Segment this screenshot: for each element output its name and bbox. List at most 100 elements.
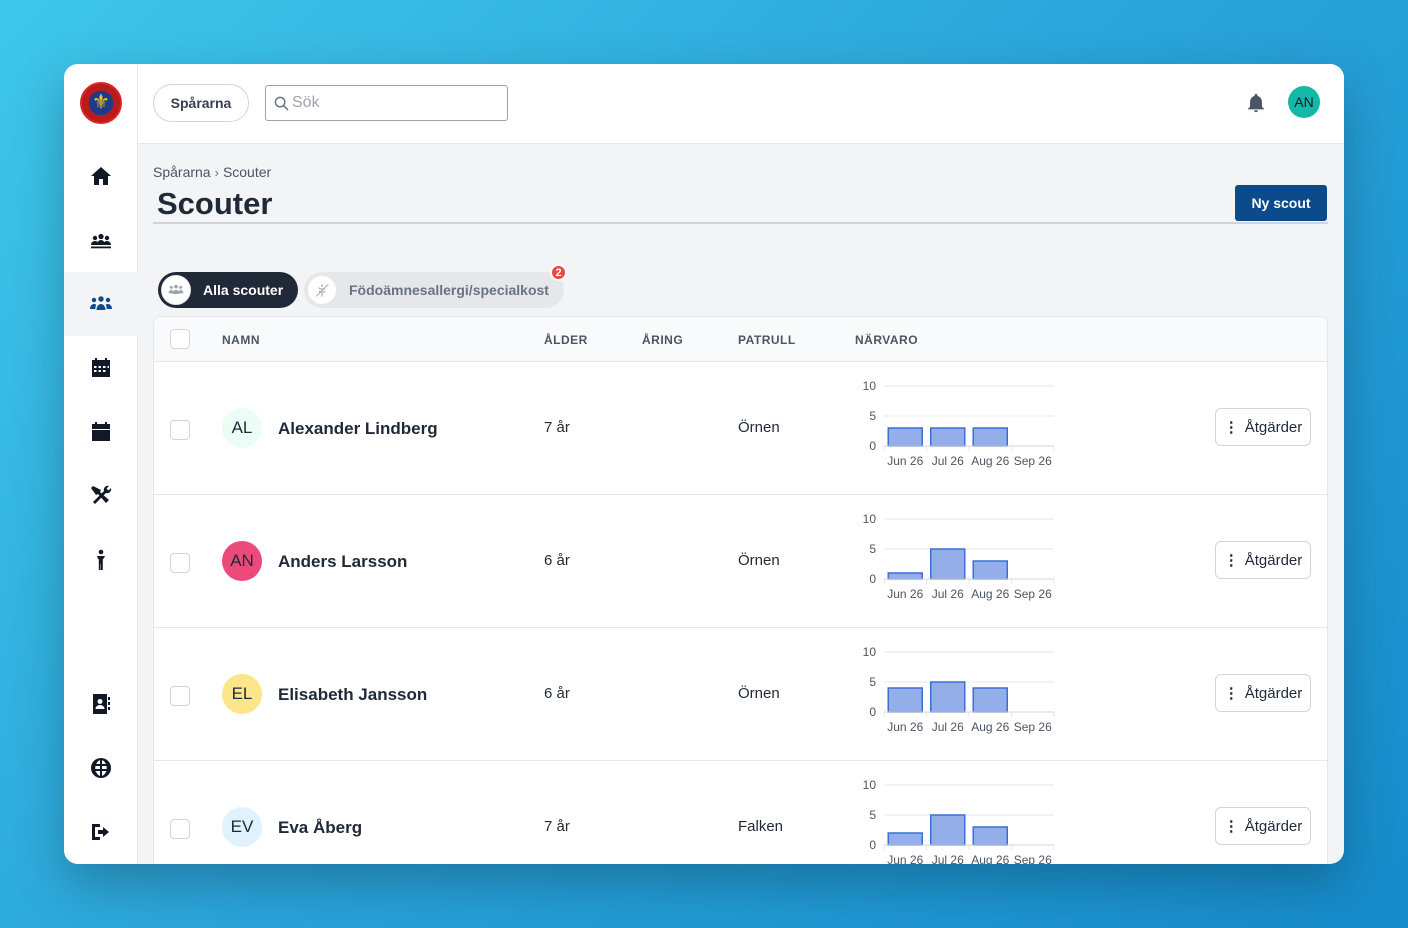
nav-contacts[interactable]: [64, 672, 138, 736]
user-avatar[interactable]: AN: [1288, 86, 1320, 118]
nav-tools[interactable]: [64, 464, 138, 528]
nav-calendar[interactable]: [64, 336, 138, 400]
org-logo[interactable]: ⚜: [80, 82, 122, 124]
nav-groups[interactable]: [64, 208, 138, 272]
page-title: Scouter: [157, 186, 273, 221]
address-book-icon: [93, 694, 110, 714]
chart-y-tick-label: 0: [869, 838, 876, 852]
chart-y-tick-label: 5: [869, 808, 876, 822]
actions-button[interactable]: ⋮ Åtgärder: [1215, 408, 1311, 446]
tools-icon: [91, 485, 112, 504]
row-checkbox[interactable]: [170, 819, 190, 839]
table-row[interactable]: EL Elisabeth Jansson 6 år Örnen 10 5 0 Jun …: [154, 628, 1327, 761]
title-divider: [153, 222, 1328, 224]
bell-icon: [1248, 93, 1264, 113]
chart-x-tick-label: Jul 26: [932, 454, 964, 468]
new-scout-button[interactable]: Ny scout: [1235, 185, 1327, 221]
org-switcher-button[interactable]: Spårarna: [153, 84, 249, 122]
chart-x-tick-label: Sep 26: [1014, 587, 1052, 601]
scout-patrol: Örnen: [738, 552, 780, 569]
column-header-age[interactable]: ÅLDER: [544, 333, 588, 347]
breadcrumb-current: Scouter: [222, 164, 272, 180]
logout-icon: [92, 824, 109, 840]
scout-name[interactable]: Elisabeth Jansson: [278, 685, 428, 704]
sidebar: ⚜: [64, 64, 138, 864]
chart-bar: [887, 687, 923, 713]
column-header-year[interactable]: ÅRING: [642, 333, 684, 347]
scout-patrol: Örnen: [738, 685, 780, 702]
tab-food-allergy[interactable]: Födoämnesallergi/specialkost 2: [304, 264, 567, 308]
nav-home[interactable]: [64, 144, 138, 208]
nav-logout[interactable]: [64, 800, 138, 864]
chart-y-tick-label: 10: [863, 379, 877, 393]
chart-y-tick-label: 10: [863, 778, 877, 792]
search-icon: [274, 96, 289, 111]
chart-bar: [887, 427, 923, 447]
attendance-chart: 10 5 0 Jun 26 Jul 26 Aug 26 Sep 26: [863, 512, 1055, 601]
users-icon: [90, 296, 112, 310]
notifications-button[interactable]: [1245, 92, 1267, 114]
actions-label: Åtgärder: [1244, 551, 1303, 569]
chart-bar: [930, 548, 966, 580]
scout-age: 7 år: [544, 818, 570, 835]
tab-label: Alla scouter: [203, 282, 284, 298]
breadcrumb: Spårarna › Scouter: [153, 164, 271, 180]
select-all-checkbox[interactable]: [170, 329, 190, 349]
chart-x-tick-label: Jun 26: [887, 454, 923, 468]
actions-button[interactable]: ⋮ Åtgärder: [1215, 541, 1311, 579]
table-row[interactable]: AN Anders Larsson 6 år Örnen 10 5 0 Jun 26 J…: [154, 495, 1327, 628]
avatar: EL: [222, 674, 262, 714]
nav-language[interactable]: [64, 736, 138, 800]
chart-bar: [887, 832, 923, 846]
chart-x-tick-label: Jun 26: [887, 587, 923, 601]
child-icon: [97, 549, 105, 570]
nav-child[interactable]: [64, 528, 138, 592]
actions-label: Åtgärder: [1244, 684, 1303, 702]
search-box[interactable]: [265, 85, 508, 121]
row-checkbox[interactable]: [170, 420, 190, 440]
chart-y-tick-label: 10: [863, 512, 877, 526]
scout-age: 6 år: [544, 552, 570, 569]
search-input[interactable]: [292, 86, 502, 120]
column-header-name[interactable]: NAMN: [222, 333, 260, 347]
scout-patrol: Örnen: [738, 419, 780, 436]
actions-button[interactable]: ⋮ Åtgärder: [1215, 674, 1311, 712]
chart-x-tick-label: Sep 26: [1014, 720, 1052, 734]
row-checkbox[interactable]: [170, 686, 190, 706]
chart-y-tick-label: 5: [869, 542, 876, 556]
tab-all-scouts[interactable]: Alla scouter: [158, 272, 298, 308]
chart-y-tick-label: 10: [863, 645, 877, 659]
scout-name[interactable]: Eva Åberg: [278, 818, 363, 837]
actions-button[interactable]: ⋮ Åtgärder: [1215, 807, 1311, 845]
chart-x-tick-label: Jul 26: [932, 587, 964, 601]
chart-bar: [930, 814, 966, 846]
chart-x-tick-label: Aug 26: [971, 853, 1009, 864]
breadcrumb-parent[interactable]: Spårarna: [153, 164, 211, 180]
chart-bar: [887, 572, 923, 580]
column-header-patrol[interactable]: PATRULL: [738, 333, 796, 347]
nav-events[interactable]: [64, 400, 138, 464]
scout-name[interactable]: Alexander Lindberg: [278, 419, 438, 438]
calendar-grid-icon: [92, 358, 110, 377]
nav-scouts[interactable]: [64, 272, 138, 336]
chart-x-tick-label: Sep 26: [1014, 454, 1052, 468]
chart-x-tick-label: Aug 26: [971, 720, 1009, 734]
chart-bar: [972, 560, 1008, 580]
home-icon: [91, 167, 111, 185]
table-row[interactable]: AL Alexander Lindberg 7 år Örnen 10 5 0 Jun…: [154, 362, 1327, 495]
avatar: AL: [222, 408, 262, 448]
count-badge: 2: [550, 264, 567, 281]
chart-x-tick-label: Sep 26: [1014, 853, 1052, 864]
row-checkbox[interactable]: [170, 553, 190, 573]
table-row[interactable]: EV Eva Åberg 7 år Falken 10 5 0 Jun 26 Jul 2…: [154, 761, 1327, 864]
vertical-dots-icon: ⋮: [1223, 818, 1239, 835]
chart-y-tick-label: 5: [869, 409, 876, 423]
chart-bar: [972, 687, 1008, 713]
app-window: ⚜ Spårarna: [64, 64, 1344, 864]
actions-label: Åtgärder: [1244, 817, 1303, 835]
scout-name[interactable]: Anders Larsson: [278, 552, 408, 571]
avatar: EV: [222, 807, 262, 847]
column-header-attendance: NÄRVARO: [855, 333, 919, 347]
chart-y-tick-label: 0: [869, 705, 876, 719]
chart-x-tick-label: Jul 26: [932, 720, 964, 734]
